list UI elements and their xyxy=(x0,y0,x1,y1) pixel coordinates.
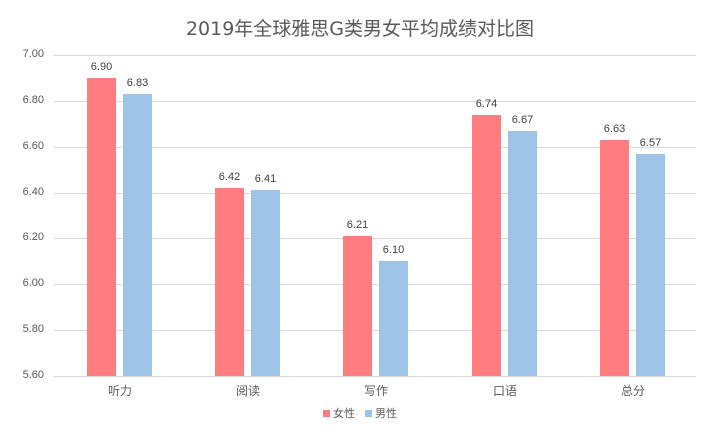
y-tick-label: 6.20 xyxy=(22,231,44,244)
data-label: 6.90 xyxy=(90,60,113,73)
bar-male xyxy=(508,130,537,376)
legend-item-female: 女性 xyxy=(323,405,355,421)
x-tick-label: 阅读 xyxy=(235,384,260,398)
legend: 女性 男性 xyxy=(0,405,720,421)
bar-female xyxy=(600,139,629,376)
bar-male xyxy=(123,93,152,376)
data-label: 6.57 xyxy=(639,136,662,149)
data-label: 6.41 xyxy=(254,173,277,186)
gridline xyxy=(54,146,696,148)
gridline xyxy=(54,284,696,286)
data-label: 6.74 xyxy=(475,97,498,110)
y-tick-label: 6.60 xyxy=(22,139,44,152)
x-tick-label: 写作 xyxy=(363,384,388,398)
x-tick-label: 总分 xyxy=(620,384,645,398)
legend-item-male: 男性 xyxy=(365,405,397,421)
legend-swatch xyxy=(323,409,330,417)
data-label: 6.83 xyxy=(126,76,149,89)
x-tick-label: 听力 xyxy=(107,384,132,398)
bar-female xyxy=(472,114,501,376)
bar-male xyxy=(379,261,408,376)
bar-female xyxy=(215,187,244,376)
gridline xyxy=(54,192,696,194)
legend-swatch xyxy=(365,409,372,417)
bar-male xyxy=(636,153,665,376)
y-tick-label: 6.40 xyxy=(22,185,44,198)
bar-male xyxy=(251,190,280,376)
bar-female xyxy=(343,236,372,376)
y-tick-label: 7.00 xyxy=(22,48,44,60)
data-label: 6.10 xyxy=(382,244,405,257)
gridline xyxy=(54,376,696,377)
y-tick-label: 5.80 xyxy=(22,323,44,336)
gridline xyxy=(54,238,696,240)
gridline xyxy=(54,100,696,102)
y-tick-label: 6.80 xyxy=(22,93,44,106)
data-label: 6.63 xyxy=(603,122,626,135)
legend-label: 男性 xyxy=(375,407,397,420)
x-tick-label: 口语 xyxy=(492,384,517,398)
data-label: 6.21 xyxy=(346,219,369,232)
bar-female xyxy=(87,77,116,376)
gridline xyxy=(54,330,696,332)
legend-label: 女性 xyxy=(333,407,355,420)
data-label: 6.67 xyxy=(511,113,534,126)
y-tick-label: 6.00 xyxy=(22,277,44,290)
chart-title: 2019年全球雅思G类男女平均成绩对比图 xyxy=(185,18,535,40)
gridline xyxy=(54,55,696,56)
y-tick-label: 5.60 xyxy=(22,369,44,381)
data-label: 6.42 xyxy=(218,170,241,183)
